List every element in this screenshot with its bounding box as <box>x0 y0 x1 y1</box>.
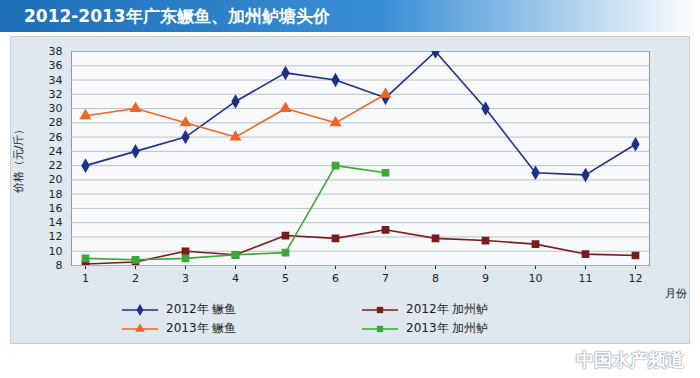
html-text:2012-2013年广东鳜鱼、加州鲈塘头价: 2012-2013年广东鳜鱼、加州鲈塘头价 <box>24 6 330 26</box>
svg-text:7: 7 <box>382 272 389 285</box>
svg-text:6: 6 <box>332 272 339 285</box>
svg-text:28: 28 <box>49 116 63 129</box>
svg-text:32: 32 <box>49 88 63 101</box>
svg-text:9: 9 <box>482 272 489 285</box>
svg-text:30: 30 <box>49 102 63 115</box>
svg-text:12: 12 <box>629 272 643 285</box>
svg-text:38: 38 <box>49 45 63 58</box>
html-text:中国水产频道: 中国水产频道 <box>576 349 684 370</box>
svg-text:14: 14 <box>49 216 63 229</box>
svg-text:3: 3 <box>182 272 189 285</box>
svg-text:34: 34 <box>49 74 63 87</box>
svg-text:24: 24 <box>49 145 63 158</box>
svg-text:12: 12 <box>49 230 63 243</box>
svg-text:11: 11 <box>579 272 593 285</box>
html-text:2013年 鳜鱼: 2013年 鳜鱼 <box>166 321 237 335</box>
svg-text:4: 4 <box>232 272 239 285</box>
svg-text:36: 36 <box>49 59 63 72</box>
svg-text:10: 10 <box>529 272 543 285</box>
html-text:2012年 鳜鱼: 2012年 鳜鱼 <box>166 302 237 316</box>
svg-text:2: 2 <box>132 272 139 285</box>
svg-text:8: 8 <box>56 259 63 272</box>
svg-text:8: 8 <box>432 272 439 285</box>
svg-text:22: 22 <box>49 159 63 172</box>
svg-text:16: 16 <box>49 202 63 215</box>
svg-text:26: 26 <box>49 131 63 144</box>
svg-text:月份: 月份 <box>665 287 687 300</box>
svg-text:1: 1 <box>82 272 89 285</box>
svg-text:5: 5 <box>282 272 289 285</box>
svg-text:18: 18 <box>49 188 63 201</box>
html-text:2013年 加州鲈: 2013年 加州鲈 <box>406 321 489 335</box>
html-text:2012年 加州鲈: 2012年 加州鲈 <box>406 302 489 316</box>
svg-text:10: 10 <box>49 245 63 258</box>
svg-text:价格（元/斤）: 价格（元/斤） <box>12 124 25 195</box>
svg-text:20: 20 <box>49 173 63 186</box>
